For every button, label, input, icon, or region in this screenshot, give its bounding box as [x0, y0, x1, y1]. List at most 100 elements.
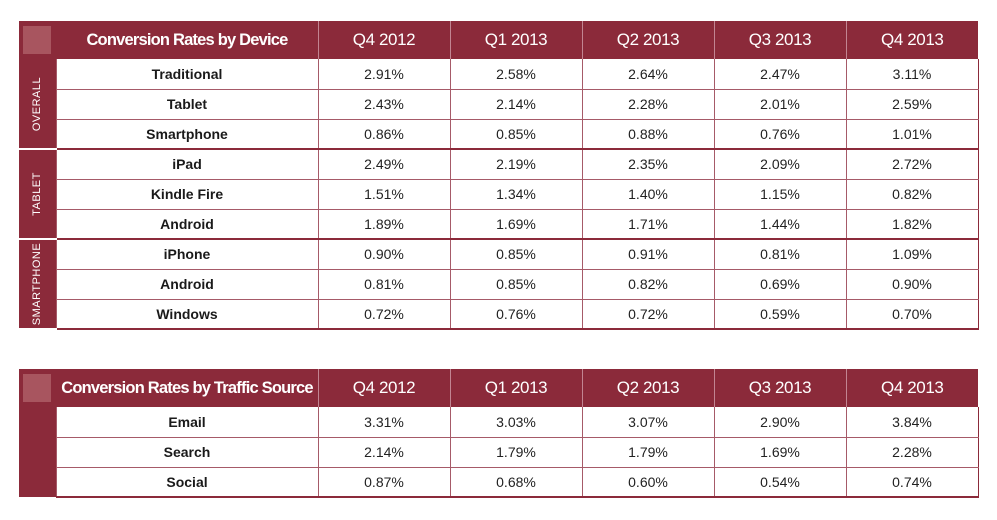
group-label-tablet: TABLET	[19, 149, 56, 240]
cell-value: 0.82%	[845, 179, 979, 210]
quarter-header: Q4 2012	[317, 21, 450, 59]
cell-value: 2.35%	[581, 149, 714, 180]
cell-value: 0.85%	[449, 119, 582, 150]
table-row: Social 0.87% 0.68% 0.60% 0.54% 0.74%	[19, 467, 979, 498]
cell-value: 2.28%	[581, 89, 714, 120]
cell-value: 3.84%	[845, 407, 979, 438]
cell-value: 2.43%	[317, 89, 450, 120]
cell-value: 0.68%	[449, 467, 582, 498]
cell-value: 3.07%	[581, 407, 714, 438]
quarter-header: Q4 2013	[845, 369, 978, 407]
cell-value: 0.69%	[713, 269, 846, 300]
cell-value: 0.76%	[449, 299, 582, 330]
traffic-conversion-table: Conversion Rates by Traffic Source Q4 20…	[19, 369, 979, 498]
table-row: Android 0.81% 0.85% 0.82% 0.69% 0.90%	[19, 269, 979, 300]
table-row: Kindle Fire 1.51% 1.34% 1.40% 1.15% 0.82…	[19, 179, 979, 210]
row-label: Tablet	[55, 89, 318, 120]
cell-value: 3.03%	[449, 407, 582, 438]
cell-value: 0.86%	[317, 119, 450, 150]
row-label: iPad	[55, 149, 318, 180]
cell-value: 0.54%	[713, 467, 846, 498]
table-row: Windows 0.72% 0.76% 0.72% 0.59% 0.70%	[19, 299, 979, 330]
table-row: Email 3.31% 3.03% 3.07% 2.90% 3.84%	[19, 407, 979, 497]
device-table-title: Conversion Rates by Device	[55, 21, 318, 59]
quarter-header: Q1 2013	[449, 21, 582, 59]
cell-value: 0.85%	[449, 269, 582, 300]
row-label: Email	[55, 407, 318, 438]
cell-value: 1.89%	[317, 209, 450, 240]
header-corner	[19, 21, 57, 59]
quarter-header: Q2 2013	[581, 369, 714, 407]
cell-value: 0.90%	[845, 269, 979, 300]
cell-value: 1.44%	[713, 209, 846, 240]
row-label: Search	[55, 437, 318, 468]
group-label-text: OVERALL	[31, 76, 44, 131]
cell-value: 2.01%	[713, 89, 846, 120]
group-label-overall: OVERALL	[19, 59, 56, 150]
quarter-header: Q4 2013	[845, 21, 978, 59]
row-label: iPhone	[55, 239, 318, 270]
table-row: Android 1.89% 1.69% 1.71% 1.44% 1.82%	[19, 209, 979, 240]
row-label: Windows	[55, 299, 318, 330]
cell-value: 1.15%	[713, 179, 846, 210]
corner-square	[23, 374, 51, 402]
cell-value: 0.70%	[845, 299, 979, 330]
cell-value: 2.49%	[317, 149, 450, 180]
cell-value: 3.11%	[845, 59, 979, 90]
row-label: Smartphone	[55, 119, 318, 150]
table-row: Tablet 2.43% 2.14% 2.28% 2.01% 2.59%	[19, 89, 979, 120]
cell-value: 0.72%	[317, 299, 450, 330]
cell-value: 3.31%	[317, 407, 450, 438]
group-label-text: TABLET	[31, 172, 44, 216]
row-label: Social	[55, 467, 318, 498]
cell-value: 1.01%	[845, 119, 979, 150]
quarter-header: Q3 2013	[713, 21, 846, 59]
cell-value: 1.69%	[449, 209, 582, 240]
quarter-header: Q1 2013	[449, 369, 582, 407]
cell-value: 0.90%	[317, 239, 450, 270]
cell-value: 0.60%	[581, 467, 714, 498]
cell-value: 2.28%	[845, 437, 979, 468]
row-label: Android	[55, 269, 318, 300]
row-label: Android	[55, 209, 318, 240]
table-row: OVERALL Traditional 2.91% 2.58% 2.64% 2.…	[19, 59, 979, 150]
cell-value: 0.81%	[713, 239, 846, 270]
cell-value: 1.69%	[713, 437, 846, 468]
group-label-smartphone: SMARTPHONE	[19, 239, 56, 330]
cell-value: 2.09%	[713, 149, 846, 180]
table-row: Smartphone 0.86% 0.85% 0.88% 0.76% 1.01%	[19, 119, 979, 150]
cell-value: 0.81%	[317, 269, 450, 300]
cell-value: 0.87%	[317, 467, 450, 498]
cell-value: 1.79%	[581, 437, 714, 468]
table-row: Search 2.14% 1.79% 1.79% 1.69% 2.28%	[19, 437, 979, 468]
device-conversion-table: Conversion Rates by Device Q4 2012 Q1 20…	[19, 21, 979, 330]
cell-value: 1.40%	[581, 179, 714, 210]
cell-value: 1.34%	[449, 179, 582, 210]
header-corner	[19, 369, 57, 407]
cell-value: 2.14%	[449, 89, 582, 120]
cell-value: 1.09%	[845, 239, 979, 270]
corner-square	[23, 26, 51, 54]
cell-value: 2.72%	[845, 149, 979, 180]
row-label: Traditional	[55, 59, 318, 90]
cell-value: 0.91%	[581, 239, 714, 270]
cell-value: 2.19%	[449, 149, 582, 180]
cell-value: 0.74%	[845, 467, 979, 498]
cell-value: 1.82%	[845, 209, 979, 240]
quarter-header: Q4 2012	[317, 369, 450, 407]
cell-value: 2.58%	[449, 59, 582, 90]
cell-value: 2.59%	[845, 89, 979, 120]
group-side-bar	[19, 407, 56, 497]
cell-value: 2.64%	[581, 59, 714, 90]
quarter-header: Q2 2013	[581, 21, 714, 59]
table-row: SMARTPHONE iPhone 0.90% 0.85% 0.91% 0.81…	[19, 239, 979, 330]
row-label: Kindle Fire	[55, 179, 318, 210]
cell-value: 0.85%	[449, 239, 582, 270]
cell-value: 0.76%	[713, 119, 846, 150]
group-label-text: SMARTPHONE	[31, 242, 44, 326]
cell-value: 2.90%	[713, 407, 846, 438]
cell-value: 2.14%	[317, 437, 450, 468]
cell-value: 0.72%	[581, 299, 714, 330]
table-header-row: Conversion Rates by Device Q4 2012 Q1 20…	[19, 21, 978, 59]
cell-value: 0.59%	[713, 299, 846, 330]
